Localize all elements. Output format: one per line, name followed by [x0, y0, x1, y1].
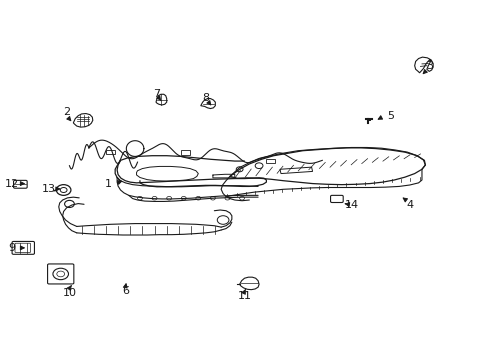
Text: 11: 11: [237, 291, 251, 301]
Text: 1: 1: [104, 179, 112, 189]
Bar: [106, 150, 115, 154]
Bar: [181, 150, 190, 155]
Text: 3: 3: [425, 61, 432, 71]
Text: 13: 13: [42, 184, 56, 194]
Bar: [266, 158, 275, 163]
Text: 9: 9: [8, 243, 16, 253]
Text: 4: 4: [406, 200, 412, 210]
Text: 14: 14: [344, 200, 358, 210]
Text: 7: 7: [153, 89, 160, 99]
Text: 5: 5: [386, 111, 393, 121]
Text: 8: 8: [202, 93, 209, 103]
Text: 2: 2: [63, 107, 70, 117]
Text: 10: 10: [62, 288, 76, 297]
Text: 12: 12: [5, 179, 19, 189]
Text: 6: 6: [122, 286, 129, 296]
